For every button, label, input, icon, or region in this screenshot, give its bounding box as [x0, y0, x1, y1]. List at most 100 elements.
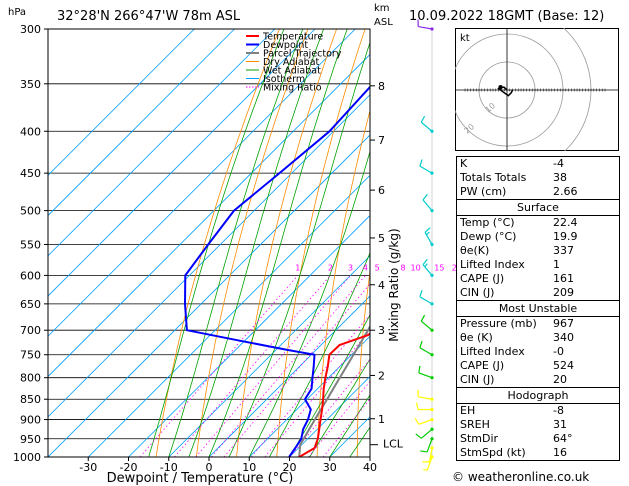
- altitude-unit-km: km: [374, 3, 390, 14]
- wet-adiabat-line: [269, 251, 370, 457]
- stat-label: θe(K): [460, 244, 490, 257]
- pressure-unit-label: hPa: [8, 7, 27, 18]
- stat-label: Totals Totals: [460, 171, 527, 184]
- pressure-tick-label: 600: [20, 269, 41, 282]
- temperature-tick-label: 30: [323, 461, 337, 474]
- wind-barb-flag: [419, 159, 423, 167]
- wind-barb: [415, 427, 434, 439]
- wet-adiabat-line: [248, 150, 370, 457]
- most-unstable-section: Most Unstable Pressure (mb) 967 θe (K) 340 L…: [457, 300, 619, 387]
- wind-barb-shaft: [418, 396, 433, 400]
- altitude-tick-label: 8: [378, 80, 385, 93]
- stat-label: Lifted Index: [460, 258, 525, 271]
- wind-barb-flag: [420, 450, 428, 453]
- stat-value: 340: [553, 331, 574, 344]
- stat-row: Lifted Index 1: [457, 258, 619, 272]
- wet-adiabat-line: [168, 29, 304, 457]
- pressure-tick-label: 700: [20, 324, 41, 337]
- wind-barb-shaft: [420, 320, 433, 331]
- stat-value: 967: [553, 317, 574, 330]
- temperature-tick-label: 10: [242, 461, 256, 474]
- wind-barb-flag: [423, 468, 428, 471]
- wind-barb-flag: [415, 402, 419, 410]
- isotherm-line: [48, 94, 370, 418]
- stat-value: 209: [553, 286, 574, 299]
- lcl-marker: LCL: [370, 438, 404, 451]
- wind-barb: [417, 389, 434, 401]
- stat-row: CAPE (J) 524: [457, 359, 619, 373]
- stat-value: 38: [553, 171, 567, 184]
- stat-label: PW (cm): [460, 185, 507, 198]
- temperature-tick-label: -20: [120, 461, 138, 474]
- stat-row: StmDir 64°: [457, 432, 619, 446]
- storm-motion-marker: [498, 85, 503, 90]
- wind-barb-flag: [414, 418, 420, 425]
- wind-barb-flag: [418, 365, 421, 373]
- stat-row: StmSpd (kt) 16: [457, 446, 619, 460]
- mixing-ratio-line: [139, 275, 299, 457]
- wind-barb-shaft: [418, 25, 433, 30]
- pressure-tick-label: 400: [20, 125, 41, 138]
- stat-value: 22.4: [553, 216, 578, 229]
- skewt-background-lines: [48, 29, 370, 457]
- most-unstable-title: Most Unstable: [457, 301, 619, 317]
- wet-adiabat-line: [188, 29, 324, 457]
- stat-row: θe(K) 337: [457, 244, 619, 258]
- temperature-tick-label: 40: [363, 461, 377, 474]
- altitude-tick-label: 6: [378, 184, 385, 197]
- wind-barb-flag: [419, 340, 423, 348]
- stat-row: PW (cm) 2.66: [457, 185, 619, 199]
- mixing-ratio-line: [211, 275, 366, 457]
- legend-label: Parcel Trajectory: [263, 49, 342, 60]
- stat-value: -0: [553, 345, 564, 358]
- isotherm-line: [88, 174, 370, 457]
- wind-barb-flag: [422, 194, 428, 201]
- pressure-tick-label: 500: [20, 205, 41, 218]
- temperature-tick-label: -30: [79, 461, 97, 474]
- wet-adiabat-line: [228, 41, 370, 457]
- isotherm-line: [48, 134, 370, 457]
- pressure-tick-label: 450: [20, 167, 41, 180]
- temperature-profile: [298, 332, 370, 457]
- temperature-tick-label: 20: [283, 461, 297, 474]
- wind-barb-shaft: [418, 372, 433, 379]
- dry-adiabat-line: [155, 29, 280, 457]
- stat-value: 16: [553, 446, 567, 459]
- stat-row: Totals Totals 38: [457, 171, 619, 185]
- pressure-tick-label: 850: [20, 393, 41, 406]
- dewpoint-profile: [184, 85, 370, 457]
- wind-barb: [417, 19, 434, 31]
- wind-barb-shaft: [419, 296, 433, 305]
- stat-label: Pressure (mb): [460, 317, 537, 330]
- wind-barb: [419, 159, 434, 175]
- stat-label: Lifted Index: [460, 345, 525, 358]
- pressure-axis: 300 350 400 450 500 550 600 650 700 750 800 850 900 9…: [13, 23, 48, 464]
- wind-barb: [419, 340, 434, 357]
- stat-row: SREH 31: [457, 418, 619, 432]
- isotherm-line: [168, 255, 370, 457]
- mixing-ratio-label: 15: [434, 263, 444, 272]
- wind-barb-flag: [415, 433, 422, 439]
- wind-barb-flag: [424, 227, 431, 233]
- hodograph-trace: [497, 86, 514, 97]
- temperature-tick-label: 0: [206, 461, 213, 474]
- mixing-ratio-label: 3: [348, 263, 353, 272]
- pressure-tick-label: 300: [20, 23, 41, 36]
- hodograph-unit-label: kt: [460, 33, 470, 44]
- stat-value: 161: [553, 272, 574, 285]
- mixing-ratio-line: [195, 275, 351, 457]
- legend-label: Temperature: [262, 32, 323, 43]
- mixing-ratio-label: 8: [400, 263, 405, 272]
- stat-label: Dewp (°C): [460, 230, 517, 243]
- stat-row: θe (K) 340: [457, 331, 619, 345]
- pressure-tick-label: 350: [20, 78, 41, 91]
- temperature-tick-label: -10: [160, 461, 178, 474]
- altitude-tick-label: 7: [378, 134, 385, 147]
- pressure-tick-label: 900: [20, 414, 41, 427]
- wind-barb-shaft: [428, 447, 433, 462]
- wind-barb: [414, 417, 434, 425]
- isotherm-line: [208, 295, 370, 457]
- wind-barb-shaft: [420, 428, 433, 439]
- stat-row: Temp (°C) 22.4: [457, 216, 619, 230]
